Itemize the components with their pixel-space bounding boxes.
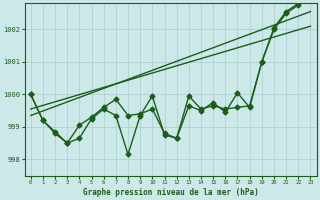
X-axis label: Graphe pression niveau de la mer (hPa): Graphe pression niveau de la mer (hPa)	[83, 188, 259, 197]
